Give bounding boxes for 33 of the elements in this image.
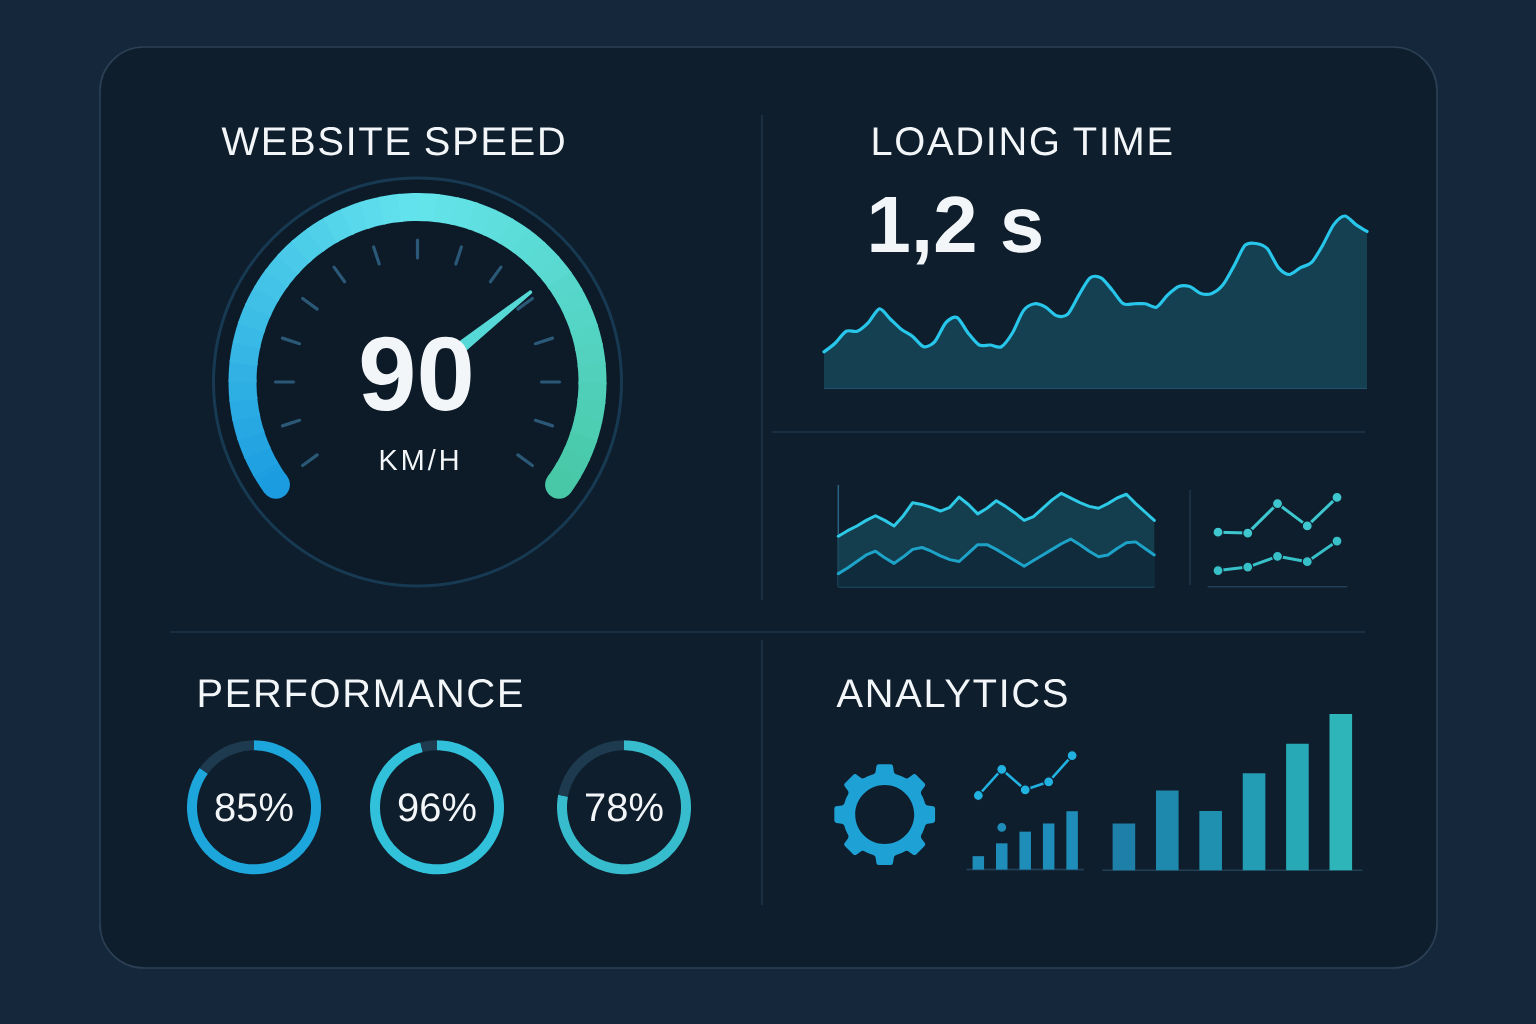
bar	[1042, 823, 1055, 870]
text: WEBSITE SPEED	[221, 127, 564, 156]
point	[1066, 750, 1078, 762]
point	[1271, 497, 1284, 510]
text: KM/H	[380, 448, 458, 471]
bar	[1019, 831, 1031, 870]
bar	[1242, 773, 1266, 871]
point	[996, 763, 1008, 775]
bar	[1286, 743, 1309, 871]
chart-title: LOADING TIME	[873, 127, 1172, 156]
bar	[1199, 810, 1222, 871]
data-label: 96%	[398, 793, 476, 822]
point	[1331, 535, 1343, 547]
data-label: 78%	[586, 793, 663, 822]
chart-title: PERFORMANCE	[199, 679, 522, 708]
point	[1019, 784, 1031, 796]
point	[1301, 520, 1313, 532]
bar	[1066, 811, 1078, 870]
bar	[1155, 790, 1179, 871]
data-label: 85%	[215, 793, 293, 822]
point	[1043, 776, 1055, 788]
point	[1212, 526, 1224, 538]
point	[1331, 491, 1343, 503]
point	[1242, 561, 1254, 573]
point	[1271, 550, 1284, 562]
bar	[1112, 823, 1136, 871]
text: 90	[361, 336, 471, 412]
point	[1242, 527, 1254, 539]
bar	[1329, 713, 1353, 871]
bar	[972, 856, 985, 870]
chart-title: ANALYTICS	[836, 679, 1067, 708]
annotation: 1,2 s	[871, 196, 1041, 265]
bar	[996, 843, 1008, 870]
